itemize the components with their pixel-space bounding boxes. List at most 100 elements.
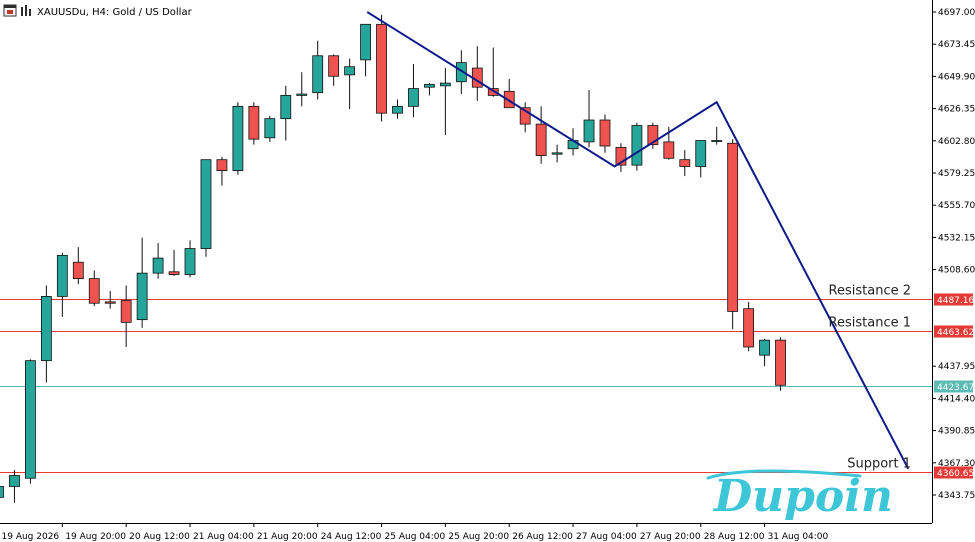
candle — [743, 301, 755, 352]
chart-type-icon[interactable] — [21, 5, 31, 16]
candle-body-bull — [25, 360, 36, 479]
time-tick-label: 27 Aug 20:00 — [640, 532, 701, 542]
candle — [40, 285, 52, 383]
candle-body-bull — [344, 66, 356, 76]
candle — [424, 83, 435, 96]
price-tick-label: 4579.25 — [938, 169, 975, 179]
candles — [0, 14, 786, 503]
candle — [25, 359, 36, 484]
candle-body-bull — [631, 125, 643, 166]
candle — [455, 50, 467, 95]
time-tick-label: 27 Aug 04:00 — [576, 532, 637, 542]
candle — [360, 23, 371, 77]
candle — [152, 243, 164, 279]
price-tick-label: 4414.40 — [938, 394, 975, 404]
candle-body-bull — [695, 140, 707, 167]
candle-body-bull — [56, 254, 68, 297]
time-tick-label: 25 Aug 04:00 — [385, 532, 446, 542]
price-tick-label: 4555.70 — [938, 201, 975, 211]
level-label: Resistance 2 — [829, 284, 911, 299]
time-tick-label: 25 Aug 20:00 — [448, 532, 509, 542]
candle — [184, 240, 196, 278]
candle-body-bear — [376, 23, 387, 114]
time-tick-label: 19 Aug 2026 — [2, 532, 60, 542]
candle — [615, 143, 627, 172]
candle — [264, 115, 276, 142]
price-tick-label: 4508.60 — [938, 266, 975, 276]
time-axis[interactable]: 19 Aug 2026 19 Aug 20:00 20 Aug 12:00 21 Au… — [0, 523, 829, 542]
level-labels: Resistance 2 Resistance 1 Support 1 — [829, 284, 911, 472]
candle-body-bear — [216, 159, 228, 172]
candle — [9, 470, 20, 503]
candle — [136, 237, 148, 328]
candle-body-bull — [408, 88, 419, 107]
candle — [248, 102, 260, 145]
candle — [328, 54, 340, 86]
candle-body-bear — [168, 271, 180, 275]
candle-body-bull — [711, 140, 723, 142]
candle-body-bear — [615, 146, 627, 166]
candle — [408, 63, 419, 118]
candle — [727, 139, 739, 330]
candle-body-bear — [519, 107, 531, 125]
price-tag-text: 4423.67 — [937, 383, 974, 393]
candle — [120, 285, 132, 347]
price-tick-label: 4390.85 — [938, 427, 975, 437]
price-tick-label: 4532.15 — [938, 233, 975, 243]
level-lines — [0, 299, 932, 473]
price-axis[interactable]: 4697.00 4673.45 4649.90 4626.35 4602.80 4579.… — [932, 8, 975, 501]
candle-body-bear — [679, 159, 691, 167]
candle — [296, 72, 308, 107]
price-tag: 4487.16 — [934, 293, 974, 306]
candle-body-bull — [312, 55, 324, 94]
price-tick-label: 4367.30 — [938, 459, 975, 469]
time-tick-label: 21 Aug 20:00 — [257, 532, 318, 542]
candle — [487, 47, 499, 97]
window-menu-icon[interactable] — [3, 4, 17, 17]
time-tick-label: 31 Aug 04:00 — [768, 532, 829, 542]
time-tick-label: 20 Aug 12:00 — [129, 532, 190, 542]
candle-body-bull — [424, 84, 435, 88]
candle-body-bear — [599, 119, 611, 147]
price-tick-label: 4437.95 — [938, 362, 975, 372]
candle — [439, 68, 451, 136]
candle — [695, 140, 707, 178]
logo-text: Dupoin — [712, 471, 893, 522]
candle — [711, 126, 723, 145]
candle — [0, 486, 4, 498]
candle — [72, 247, 84, 285]
candle-body-bull — [759, 339, 770, 356]
candle — [551, 144, 563, 163]
candle-body-bear — [535, 123, 547, 156]
candle-body-bull — [551, 152, 563, 155]
candle — [88, 270, 100, 306]
time-tick-label: 28 Aug 12:00 — [704, 532, 765, 542]
time-tick-label: 19 Aug 20:00 — [65, 532, 126, 542]
candle-body-bull — [184, 248, 196, 275]
candle-body-bear — [663, 141, 675, 159]
candle-body-bear — [248, 105, 260, 140]
candle — [216, 156, 228, 186]
pattern-line[interactable] — [366, 11, 910, 470]
price-tag: 4463.62 — [934, 325, 974, 338]
candle — [775, 337, 786, 391]
candle — [471, 46, 483, 101]
candle-body-bear — [120, 300, 132, 323]
price-tag: 4423.67 — [934, 380, 974, 393]
time-tick-label: 24 Aug 12:00 — [321, 532, 382, 542]
chart-header: XAUUSDu, H4: Gold / US Dollar — [3, 4, 193, 18]
logo-swoosh — [706, 469, 862, 480]
price-tag-text: 4463.62 — [937, 328, 974, 338]
symbol-title: XAUUSDu, H4: Gold / US Dollar — [37, 7, 193, 18]
candle — [376, 14, 387, 122]
candle-body-bull — [455, 62, 467, 83]
candle-body-bull — [200, 159, 212, 249]
candle-body-bear — [775, 339, 786, 386]
zigzag-trendline[interactable] — [366, 11, 910, 470]
time-tick-label: 21 Aug 04:00 — [193, 532, 254, 542]
candle-body-bull — [280, 95, 292, 120]
candle-body-bear — [503, 90, 515, 109]
price-tag: 4360.65 — [934, 466, 974, 479]
candle — [280, 85, 292, 141]
